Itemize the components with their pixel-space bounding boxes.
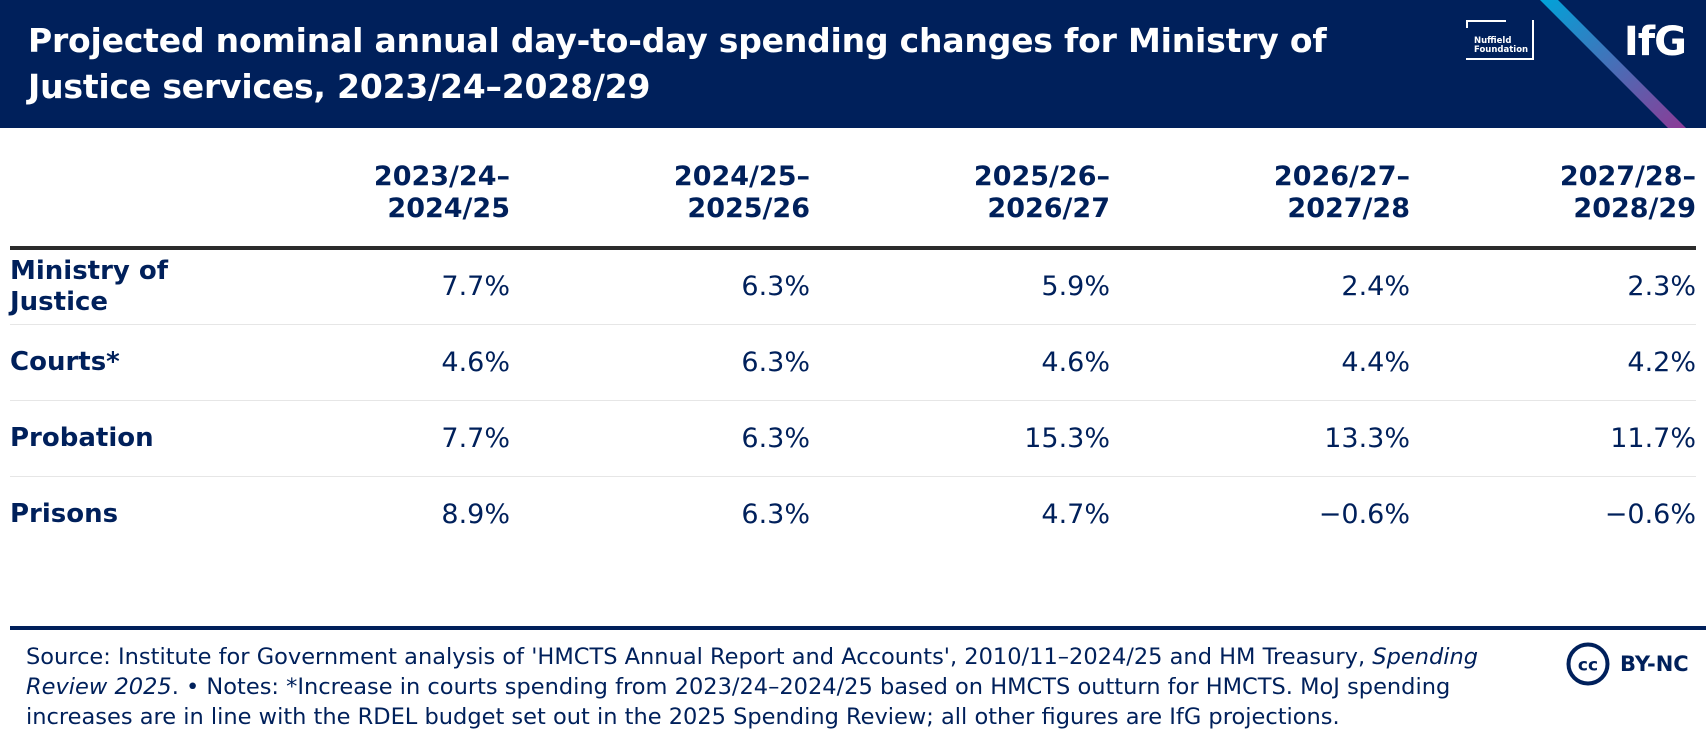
row-label: Prisons (10, 475, 210, 552)
column-header: 2027/28– 2028/29 (1410, 140, 1696, 250)
chart-title: Projected nominal annual day-to-day spen… (28, 21, 1327, 106)
table-cell: 8.9% (210, 475, 510, 552)
table-row: Ministry of Justice 7.7% 6.3% 5.9% 2.4% … (10, 248, 1696, 324)
table-cell: 7.7% (210, 399, 510, 476)
table-cell: 6.3% (741, 271, 810, 303)
table-row: Prisons 8.9% 6.3% 4.7% −0.6% −0.6% (10, 475, 1696, 552)
table-cell: 4.2% (1410, 323, 1696, 400)
table-cell: 2.4% (1341, 271, 1410, 303)
table-cell: 6.3% (510, 323, 810, 400)
column-header: 2025/26– 2026/27 (810, 140, 1110, 250)
column-header: 2024/25– 2025/26 (510, 140, 810, 250)
table-cell: −0.6% (1110, 475, 1410, 552)
source-notes: Source: Institute for Government analysi… (26, 642, 1526, 732)
table-cell: 4.6% (810, 323, 1110, 400)
table-cell: 6.3% (510, 475, 810, 552)
table-cell: 4.6% (210, 323, 510, 400)
source-italic: Spending Review 2025 (26, 644, 1479, 700)
table-cell: 15.3% (810, 399, 1110, 476)
table-cell: 2.3% (1627, 271, 1696, 303)
footer-divider (10, 626, 1706, 630)
table-cell: −0.6% (1410, 475, 1696, 552)
table-cell: 7.7% (441, 271, 510, 303)
nuffield-foundation-logo: Nuffield Foundation (1466, 20, 1534, 60)
source-text: Source: Institute for Government analysi… (26, 644, 1373, 670)
row-label: Probation (10, 399, 210, 476)
table-cell: 5.9% (1041, 271, 1110, 303)
table-cell: 4.4% (1110, 323, 1410, 400)
nuffield-logo-text: Nuffield Foundation (1474, 36, 1529, 55)
licence-text: BY-NC (1620, 652, 1689, 676)
cc-symbol: cc (1578, 656, 1598, 676)
creative-commons-icon: cc (1566, 642, 1610, 686)
table-cell: 6.3% (510, 399, 810, 476)
row-label: Courts* (10, 323, 210, 400)
table-cell: 13.3% (1110, 399, 1410, 476)
table-cell: 4.7% (810, 475, 1110, 552)
row-label-header (10, 140, 210, 250)
licence-badge: cc BY-NC (1566, 640, 1689, 688)
ifg-logo: IfG (1623, 19, 1687, 65)
table-row: Courts* 4.6% 6.3% 4.6% 4.4% 4.2% (10, 323, 1696, 400)
notes-text: . • Notes: *Increase in courts spending … (26, 674, 1451, 730)
ifg-accent-stripe (1540, 0, 1686, 128)
table-row: Probation 7.7% 6.3% 15.3% 13.3% 11.7% (10, 399, 1696, 476)
data-table: 2023/24– 2024/25 2024/25– 2025/26 2025/2… (10, 140, 1696, 552)
header-row: 2023/24– 2024/25 2024/25– 2025/26 2025/2… (10, 140, 1696, 250)
row-label: Ministry of Justice (10, 255, 169, 317)
header-bar: Projected nominal annual day-to-day spen… (0, 0, 1706, 128)
table-cell: 11.7% (1410, 399, 1696, 476)
column-header: 2026/27– 2027/28 (1110, 140, 1410, 250)
column-header: 2023/24– 2024/25 (210, 140, 510, 250)
